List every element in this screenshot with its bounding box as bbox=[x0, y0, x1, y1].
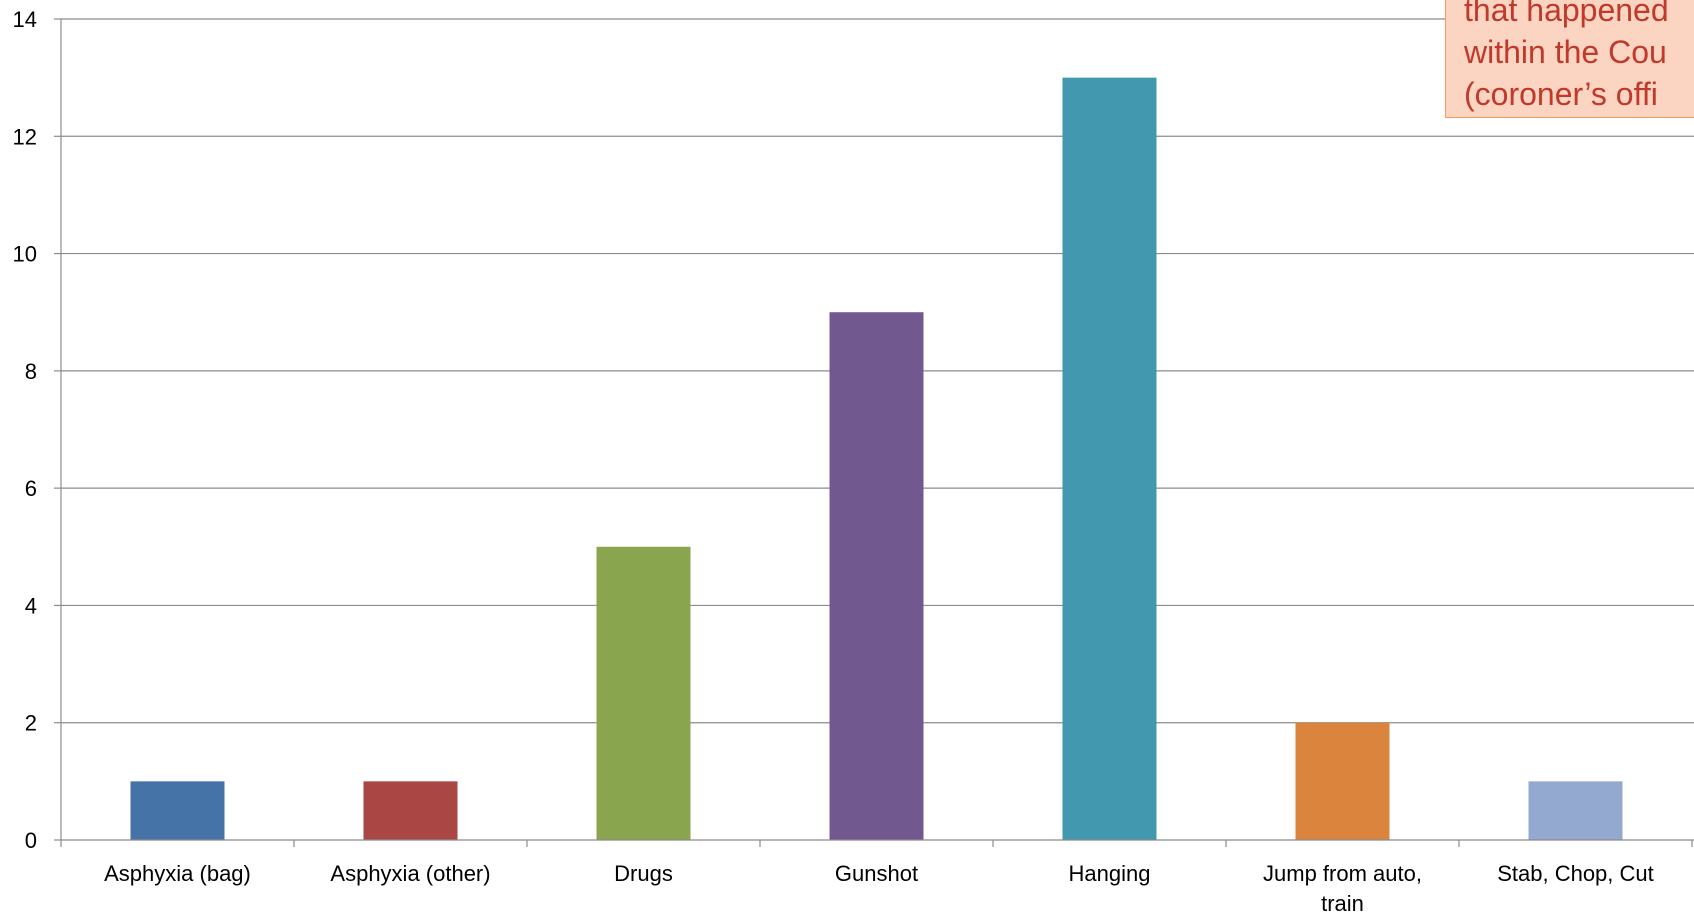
y-tick-label: 2 bbox=[25, 711, 37, 736]
x-category-label: Drugs bbox=[614, 861, 673, 886]
y-tick-label: 0 bbox=[25, 828, 37, 853]
bar bbox=[596, 546, 691, 840]
y-tick-label: 6 bbox=[25, 476, 37, 501]
x-category-label: Jump from auto, train bbox=[1263, 861, 1422, 915]
y-tick-label: 4 bbox=[25, 593, 37, 618]
y-axis-ticks: 0 2 4 6 8 10 12 14 bbox=[13, 7, 61, 853]
bar bbox=[1062, 77, 1157, 840]
x-category-label: Stab, Chop, Cut bbox=[1497, 861, 1654, 886]
y-tick-label: 8 bbox=[25, 359, 37, 384]
y-tick-label: 14 bbox=[13, 7, 37, 32]
bars bbox=[130, 77, 1623, 840]
y-tick-label: 10 bbox=[13, 242, 37, 267]
x-category-label: Asphyxia (other) bbox=[330, 861, 490, 886]
callout-line-1: that happened bbox=[1464, 0, 1669, 28]
callout-line-3: (coroner’s offi bbox=[1464, 76, 1658, 112]
callout-line-2: within the Cou bbox=[1464, 34, 1667, 70]
x-axis-labels: Asphyxia (bag) Asphyxia (other) Drugs Gunsh… bbox=[104, 861, 1654, 915]
x-category-label: Hanging bbox=[1069, 861, 1151, 886]
bar bbox=[1295, 722, 1390, 840]
annotation-callout: that happened within the Cou (coroner’s … bbox=[1445, 0, 1694, 118]
bar bbox=[1528, 781, 1623, 840]
axes bbox=[60, 19, 1694, 847]
x-category-label: Asphyxia (bag) bbox=[104, 861, 251, 886]
bar bbox=[829, 312, 924, 840]
y-tick-label: 12 bbox=[13, 124, 37, 149]
bar bbox=[363, 781, 458, 840]
bar bbox=[130, 781, 225, 840]
x-category-label: Gunshot bbox=[835, 861, 918, 886]
